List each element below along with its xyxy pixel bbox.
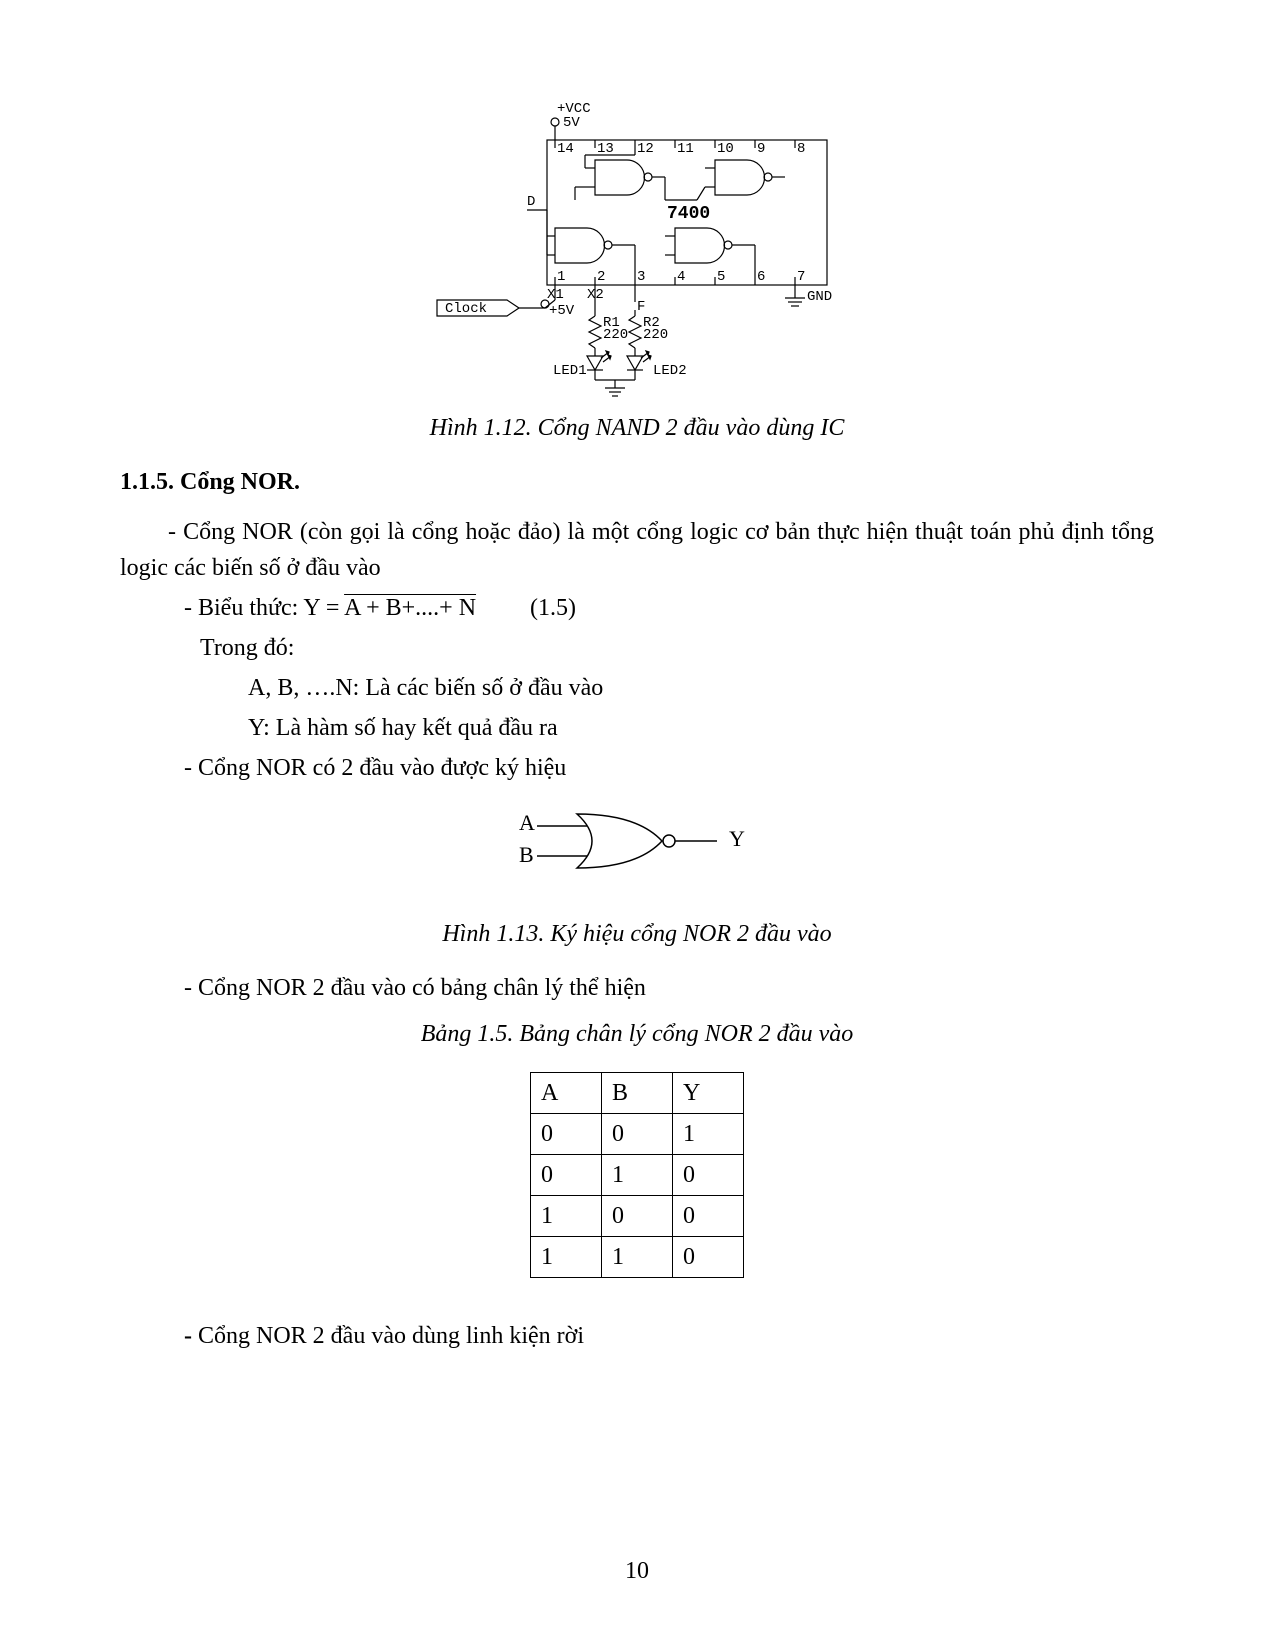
nor-label-a: A	[519, 810, 535, 835]
svg-text:LED1: LED1	[553, 363, 587, 379]
svg-text:6: 6	[757, 269, 765, 285]
svg-text:2: 2	[597, 269, 605, 285]
th-a: A	[531, 1073, 602, 1114]
section-1-1-5-heading: 1.1.5. Cổng NOR.	[120, 464, 1154, 500]
svg-text:3: 3	[637, 269, 645, 285]
svg-text:220: 220	[643, 327, 668, 343]
circuit-7400-diagram: +VCC 5V 14 13 12 11 10 9 8	[397, 100, 877, 400]
label-gnd: GND	[807, 289, 832, 305]
table-row: 1 0 0	[531, 1196, 744, 1237]
table-row: A B Y	[531, 1073, 744, 1114]
figure-1-12-caption: Hình 1.12. Cổng NAND 2 đầu vào dùng IC	[120, 410, 1154, 446]
page-number: 10	[0, 1553, 1274, 1589]
last-paragraph: - Cổng NOR 2 đầu vào dùng linh kiện rời	[184, 1318, 1154, 1354]
label-clock: Clock	[445, 301, 487, 317]
table-row: 1 1 0	[531, 1237, 744, 1278]
expr-eqnum: (1.5)	[530, 595, 576, 621]
svg-text:1: 1	[557, 269, 565, 285]
table-row: 0 0 1	[531, 1114, 744, 1155]
vars-line: A, B, ….N: Là các biến số ở đầu vào	[248, 670, 1154, 706]
expression-line: - Biểu thức: Y = A + B+....+ N (1.5)	[184, 590, 1154, 626]
svg-text:LED2: LED2	[653, 363, 687, 379]
chip-label: 7400	[667, 204, 710, 224]
svg-text:+5V: +5V	[549, 303, 575, 319]
expr-prefix: - Biểu thức: Y =	[184, 595, 344, 621]
label-5v: 5V	[563, 115, 580, 131]
svg-text:10: 10	[717, 141, 734, 157]
nor-gate-symbol: A B Y	[507, 796, 767, 886]
y-line: Y: Là hàm số hay kết quả đầu ra	[248, 710, 1154, 746]
paragraph-nor-intro: - Cổng NOR (còn gọi là cổng hoặc đảo) là…	[120, 514, 1154, 586]
nor-label-b: B	[519, 842, 534, 867]
figure-1-13-caption: Hình 1.13. Ký hiệu cổng NOR 2 đầu vào	[120, 916, 1154, 952]
nor2-intro: - Cổng NOR có 2 đầu vào được ký hiệu	[184, 750, 1154, 786]
svg-text:12: 12	[637, 141, 654, 157]
svg-text:7: 7	[797, 269, 805, 285]
trong-do: Trong đó:	[200, 630, 1154, 666]
th-b: B	[602, 1073, 673, 1114]
svg-text:F: F	[637, 299, 645, 315]
truth-table-nor2: A B Y 0 0 1 0 1 0 1 0 0 1 1 0	[530, 1072, 744, 1278]
svg-text:11: 11	[677, 141, 694, 157]
table-1-5-caption: Bảng 1.5. Bảng chân lý cổng NOR 2 đầu và…	[120, 1016, 1154, 1052]
svg-text:9: 9	[757, 141, 765, 157]
nor-label-y: Y	[729, 826, 745, 851]
th-y: Y	[673, 1073, 744, 1114]
table-row: 0 1 0	[531, 1155, 744, 1196]
svg-text:5: 5	[717, 269, 725, 285]
svg-text:14: 14	[557, 141, 574, 157]
document-page: +VCC 5V 14 13 12 11 10 9 8	[0, 0, 1274, 1649]
expr-overline: A + B+....+ N	[344, 595, 476, 621]
svg-text:8: 8	[797, 141, 805, 157]
truth-intro: - Cổng NOR 2 đầu vào có bảng chân lý thể…	[184, 970, 1154, 1006]
svg-text:D: D	[527, 194, 535, 210]
svg-text:4: 4	[677, 269, 685, 285]
svg-text:220: 220	[603, 327, 628, 343]
